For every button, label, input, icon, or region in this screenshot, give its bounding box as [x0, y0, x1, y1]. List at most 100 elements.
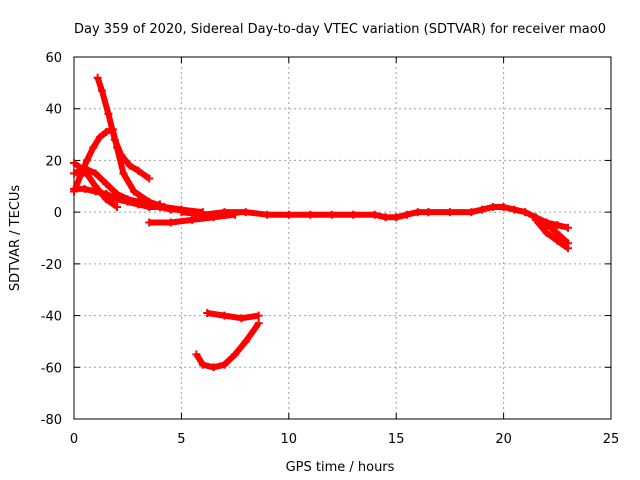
data-point — [134, 166, 143, 175]
axis-ticks: 0 5 10 15 20 25 -80 -60 -40 -20 0 20 40 60 — [41, 51, 620, 447]
data-point — [241, 208, 250, 217]
plot-frame — [73, 56, 612, 420]
data-point — [254, 311, 263, 320]
data-point — [237, 314, 246, 323]
data-point — [134, 200, 143, 209]
data-point — [95, 133, 104, 142]
data-point — [521, 208, 530, 217]
data-point — [155, 203, 164, 211]
data-point — [166, 205, 175, 214]
data-point — [145, 203, 154, 211]
series-line-arc-10 — [533, 217, 570, 251]
y-tick-label: 40 — [45, 103, 62, 118]
data-point — [70, 184, 78, 193]
data-point — [392, 213, 401, 222]
data-point — [123, 197, 132, 206]
data-point — [82, 156, 91, 165]
data-point — [93, 73, 102, 82]
data-point — [370, 210, 379, 219]
data-point — [284, 210, 293, 219]
x-tick-label: 0 — [70, 432, 78, 447]
data-point — [145, 174, 154, 183]
series-line-arc-13 — [193, 321, 262, 371]
data-point — [97, 86, 106, 95]
data-point — [553, 236, 562, 245]
series-line-arc-11 — [540, 219, 571, 246]
data-point — [402, 210, 411, 219]
data-point — [488, 203, 497, 211]
data-point — [113, 203, 121, 211]
data-point — [70, 169, 78, 178]
data-point — [145, 218, 154, 227]
data-point — [89, 143, 98, 152]
data-point — [254, 319, 263, 328]
data-point — [327, 210, 336, 219]
x-tick-label: 15 — [388, 432, 405, 447]
data-point — [188, 215, 197, 224]
data-point — [499, 203, 508, 211]
data-point — [119, 169, 128, 178]
data-point — [531, 215, 540, 224]
data-point — [91, 187, 100, 196]
data-point — [209, 363, 218, 372]
x-tick-label: 5 — [177, 432, 185, 447]
data-point — [102, 190, 111, 198]
y-tick-label: -40 — [41, 310, 62, 325]
data-point — [166, 218, 175, 227]
data-point — [130, 187, 139, 196]
data-point — [553, 221, 562, 230]
chart-title: Day 359 of 2020, Sidereal Day-to-day VTE… — [74, 22, 606, 37]
data-point — [104, 109, 113, 118]
data-point — [546, 223, 555, 232]
series-group — [70, 73, 572, 372]
data-point — [424, 208, 433, 217]
y-tick-label: -20 — [41, 258, 62, 273]
series-line-arc-12 — [206, 310, 260, 322]
x-tick-label: 20 — [495, 432, 512, 447]
data-point — [467, 208, 476, 217]
data-point — [70, 159, 78, 167]
data-point — [510, 205, 519, 214]
y-tick-label: 60 — [45, 51, 62, 66]
data-point — [220, 311, 229, 320]
data-point — [564, 239, 572, 248]
data-point — [413, 208, 422, 217]
data-point — [113, 143, 121, 152]
data-point — [177, 208, 186, 217]
data-point — [241, 337, 250, 346]
data-point — [113, 195, 121, 204]
data-point — [108, 125, 117, 134]
x-axis-label: GPS time / hours — [286, 460, 395, 475]
data-point — [555, 231, 564, 240]
data-point — [192, 350, 201, 359]
data-point — [220, 360, 229, 369]
data-point — [203, 309, 212, 317]
x-tick-label: 25 — [603, 432, 620, 447]
y-tick-label: 20 — [45, 154, 62, 169]
data-point — [80, 164, 89, 173]
y-tick-label: -80 — [41, 413, 62, 428]
data-point — [306, 210, 315, 219]
data-point — [564, 223, 572, 232]
data-point — [91, 169, 100, 178]
data-point — [445, 208, 454, 217]
data-point — [102, 128, 111, 136]
data-point — [263, 210, 272, 219]
x-tick-label: 10 — [281, 432, 298, 447]
y-axis-label: SDTVAR / TECUs — [8, 185, 23, 292]
data-point — [478, 205, 487, 214]
grid — [74, 57, 611, 419]
data-point — [198, 210, 207, 219]
y-tick-label: -60 — [41, 361, 62, 376]
data-point — [102, 179, 111, 188]
data-point — [542, 228, 551, 237]
data-point — [125, 161, 134, 170]
y-tick-label: 0 — [54, 206, 62, 221]
data-point — [381, 213, 390, 222]
data-point — [231, 350, 240, 359]
data-point — [80, 184, 89, 193]
data-point — [220, 208, 229, 217]
data-point — [538, 218, 547, 227]
data-point — [198, 360, 207, 369]
